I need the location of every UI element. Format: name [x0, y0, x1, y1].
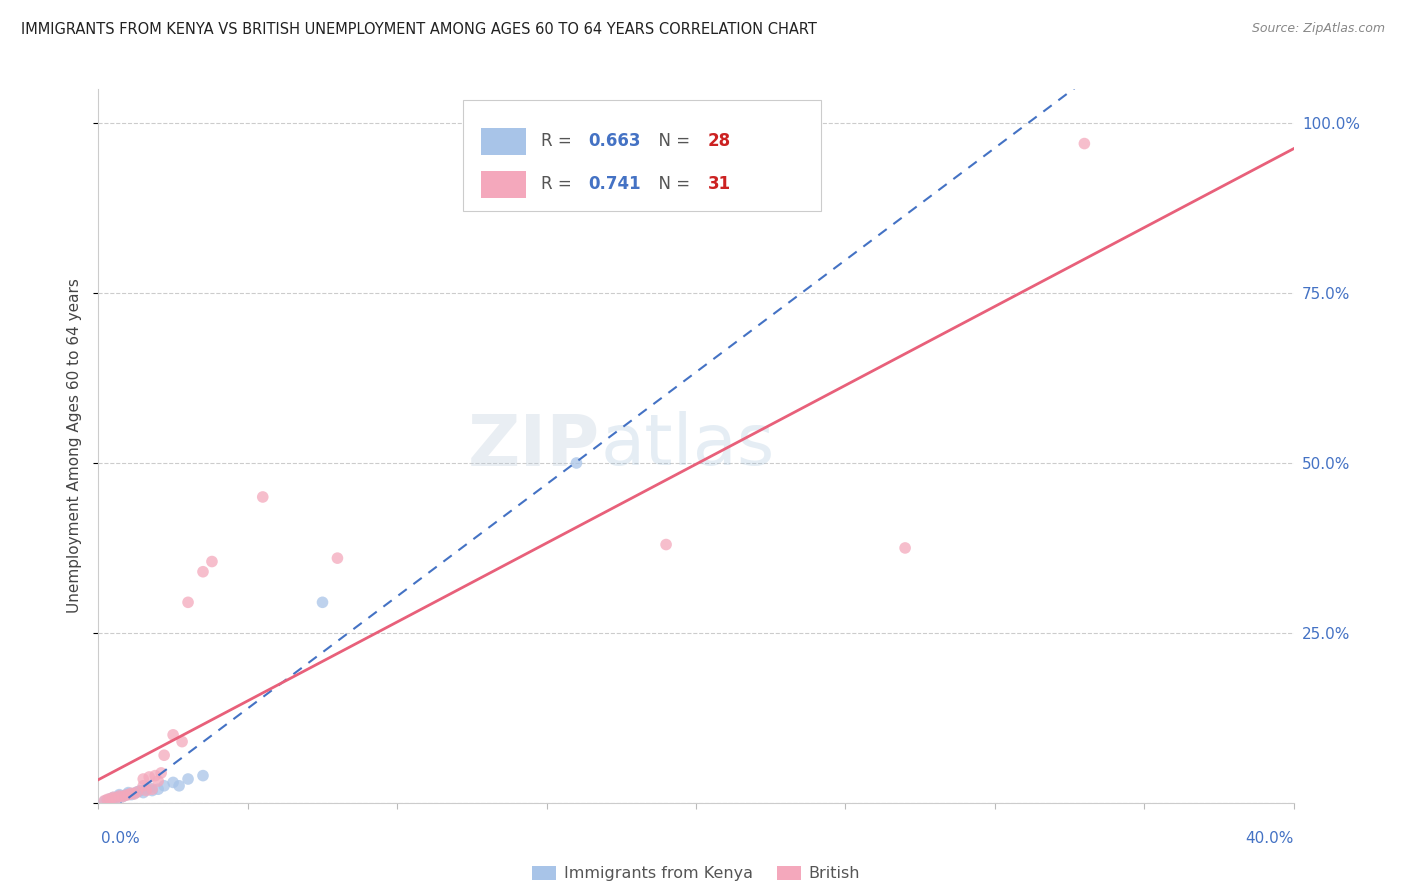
Point — [148, 774, 170, 789]
Point — [311, 595, 333, 609]
Text: 0.0%: 0.0% — [101, 831, 141, 846]
Text: ZIP: ZIP — [468, 411, 600, 481]
Point — [565, 456, 588, 470]
Point — [117, 787, 139, 801]
Text: R =: R = — [540, 132, 576, 150]
Point — [103, 792, 125, 806]
Text: 31: 31 — [709, 175, 731, 193]
Text: N =: N = — [648, 175, 696, 193]
Y-axis label: Unemployment Among Ages 60 to 64 years: Unemployment Among Ages 60 to 64 years — [67, 278, 83, 614]
Point — [96, 792, 118, 806]
Point — [162, 728, 184, 742]
Point — [132, 786, 155, 800]
Point — [93, 794, 115, 808]
Point — [114, 789, 136, 803]
Point — [148, 782, 170, 797]
Point — [100, 791, 122, 805]
Point — [138, 780, 160, 795]
Text: 40.0%: 40.0% — [1246, 831, 1294, 846]
FancyBboxPatch shape — [481, 170, 526, 198]
Point — [108, 788, 131, 802]
Point — [108, 789, 131, 803]
FancyBboxPatch shape — [463, 100, 821, 211]
Point — [141, 783, 163, 797]
Point — [93, 794, 115, 808]
Point — [114, 789, 136, 803]
Text: 0.741: 0.741 — [589, 175, 641, 193]
Text: atlas: atlas — [600, 411, 775, 481]
Point — [143, 769, 166, 783]
Point — [127, 785, 149, 799]
Point — [153, 779, 176, 793]
Point — [252, 490, 274, 504]
Point — [117, 788, 139, 802]
Point — [129, 783, 152, 797]
Point — [105, 791, 128, 805]
Point — [127, 785, 149, 799]
Point — [894, 541, 917, 555]
Point — [108, 789, 131, 803]
Point — [132, 779, 155, 793]
Point — [135, 782, 157, 797]
Point — [103, 790, 125, 805]
Point — [138, 770, 160, 784]
Point — [172, 734, 194, 748]
Point — [105, 791, 128, 805]
Point — [120, 788, 142, 802]
Point — [162, 775, 184, 789]
Point — [117, 786, 139, 800]
Point — [96, 793, 118, 807]
Point — [141, 782, 163, 797]
Text: IMMIGRANTS FROM KENYA VS BRITISH UNEMPLOYMENT AMONG AGES 60 TO 64 YEARS CORRELAT: IMMIGRANTS FROM KENYA VS BRITISH UNEMPLO… — [21, 22, 817, 37]
Point — [124, 787, 146, 801]
Point — [326, 551, 349, 566]
Point — [153, 748, 176, 763]
Text: 0.663: 0.663 — [589, 132, 641, 150]
Text: R =: R = — [540, 175, 576, 193]
Point — [132, 772, 155, 786]
FancyBboxPatch shape — [481, 128, 526, 155]
Point — [167, 779, 190, 793]
Point — [191, 565, 214, 579]
Point — [103, 790, 125, 805]
Legend: Immigrants from Kenya, British: Immigrants from Kenya, British — [526, 859, 866, 888]
Point — [655, 537, 678, 551]
Point — [111, 789, 134, 804]
Text: N =: N = — [648, 132, 696, 150]
Point — [150, 765, 173, 780]
Text: 28: 28 — [709, 132, 731, 150]
Point — [191, 769, 214, 783]
Point — [201, 555, 224, 569]
Point — [124, 786, 146, 800]
Point — [111, 789, 134, 804]
Point — [135, 783, 157, 797]
Text: Source: ZipAtlas.com: Source: ZipAtlas.com — [1251, 22, 1385, 36]
Point — [1073, 136, 1095, 151]
Point — [177, 772, 200, 786]
Point — [120, 786, 142, 800]
Point — [177, 595, 200, 609]
Point — [100, 791, 122, 805]
